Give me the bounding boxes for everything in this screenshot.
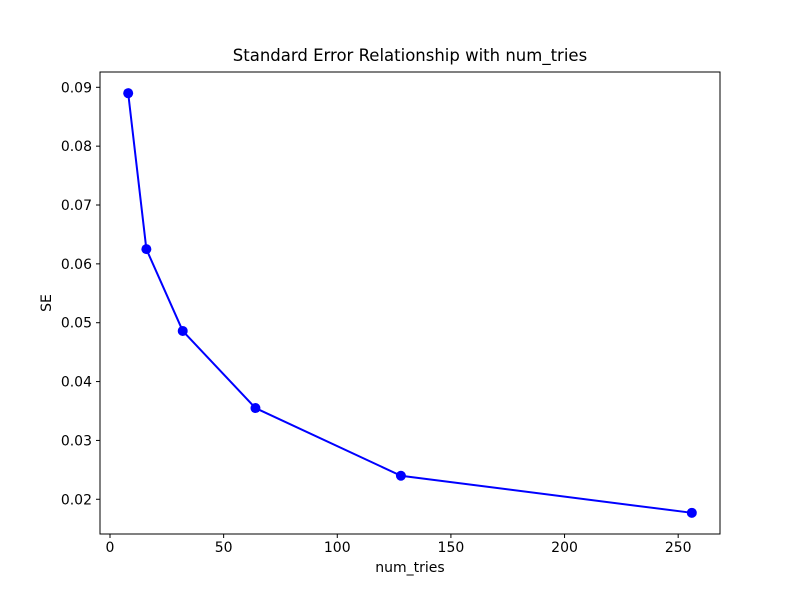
- data-point: [123, 88, 134, 99]
- y-tick-label: 0.03: [61, 433, 92, 449]
- y-tick-label: 0.09: [61, 80, 92, 96]
- x-tick-label: 50: [215, 540, 233, 556]
- y-tick-label: 0.06: [61, 257, 92, 273]
- data-point: [141, 244, 152, 255]
- x-tick-label: 100: [324, 540, 351, 556]
- axes-frame: [99, 71, 721, 535]
- y-tick-label: 0.07: [61, 198, 92, 214]
- data-line: [127, 93, 692, 514]
- x-tick-label: 0: [106, 540, 115, 556]
- y-tick-label: 0.02: [61, 492, 92, 508]
- y-tick-label: 0.08: [61, 139, 92, 155]
- y-axis-label: SE: [39, 294, 55, 312]
- y-tick-label: 0.04: [61, 375, 92, 391]
- chart-title: Standard Error Relationship with num_tri…: [232, 46, 588, 65]
- data-point: [686, 507, 697, 518]
- x-tick-label: 250: [665, 540, 692, 556]
- x-tick-label: 150: [438, 540, 465, 556]
- x-axis-label: num_tries: [375, 560, 445, 576]
- data-point: [177, 325, 188, 336]
- data-point: [395, 470, 406, 481]
- y-tick-label: 0.05: [61, 316, 92, 332]
- x-tick-label: 200: [551, 540, 578, 556]
- data-point: [250, 403, 261, 414]
